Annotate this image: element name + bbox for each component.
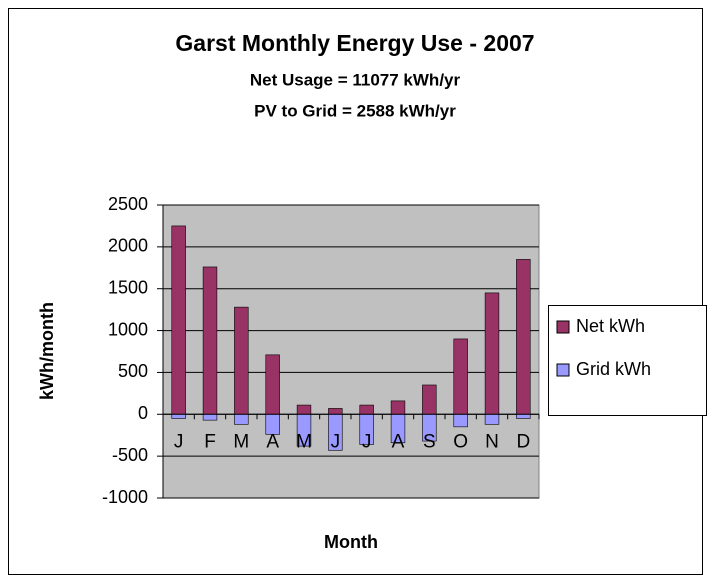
legend-swatch: [556, 363, 570, 377]
y-tick-label: -500: [112, 445, 148, 465]
bar: [296, 404, 312, 415]
bar: [453, 413, 468, 428]
y-tick-label: 500: [118, 361, 148, 381]
x-tick-label: J: [331, 431, 341, 452]
bar: [359, 404, 374, 415]
bar: [516, 259, 531, 415]
y-tick-label: 2000: [108, 236, 148, 256]
x-axis-label: Month: [324, 532, 378, 552]
bar: [202, 413, 218, 421]
bar: [422, 384, 437, 415]
y-axis-label: kWh/month: [37, 302, 57, 400]
y-tick-label: 2500: [108, 194, 148, 214]
bar: [234, 413, 249, 425]
bar: [390, 400, 406, 415]
legend-label: Net kWh: [576, 316, 645, 336]
x-tick-label: S: [423, 431, 436, 452]
y-tick-label: 1500: [108, 277, 148, 297]
plot-area: [162, 204, 540, 499]
bar: [328, 408, 343, 415]
y-tick-label: -1000: [102, 487, 148, 507]
x-tick-label: J: [174, 431, 184, 452]
bar: [202, 266, 218, 415]
y-tick-label: 1000: [108, 319, 148, 339]
chart-title: Garst Monthly Energy Use - 2007: [175, 30, 534, 56]
bar: [171, 413, 186, 419]
bar: [484, 292, 500, 415]
y-tick-label: 0: [138, 403, 148, 423]
x-tick-label: M: [233, 431, 249, 452]
bar: [265, 354, 280, 415]
bar: [453, 338, 468, 415]
legend-label: Grid kWh: [576, 359, 651, 379]
chart-subtitle: Net Usage = 11077 kWh/yr: [250, 70, 461, 89]
x-tick-label: A: [266, 431, 279, 452]
chart-subtitle: PV to Grid = 2588 kWh/yr: [254, 101, 456, 120]
x-tick-label: J: [362, 431, 372, 452]
x-tick-label: N: [485, 431, 499, 452]
x-tick-label: M: [296, 431, 312, 452]
bar: [516, 413, 531, 419]
bar: [171, 225, 186, 415]
legend-swatch: [556, 320, 570, 334]
x-tick-label: D: [516, 431, 530, 452]
bar: [234, 306, 249, 415]
legend: [548, 305, 707, 416]
x-tick-label: A: [392, 431, 405, 452]
x-tick-label: O: [453, 431, 468, 452]
bar: [484, 413, 500, 425]
x-tick-label: F: [204, 431, 216, 452]
